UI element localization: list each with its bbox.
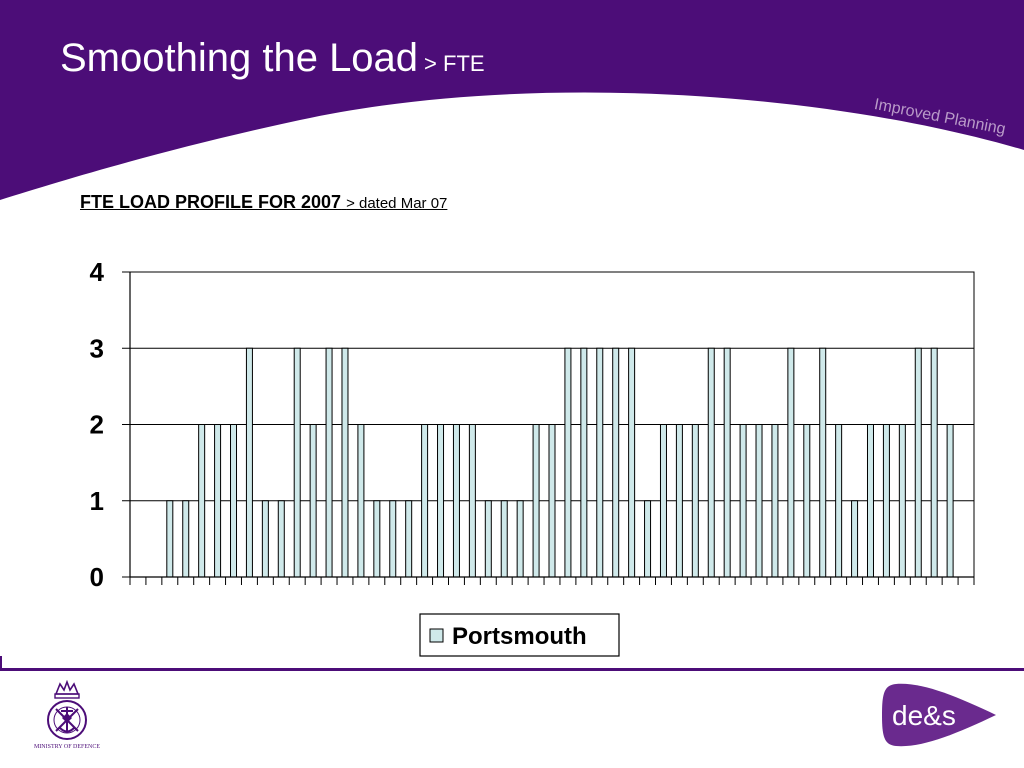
y-tick-labels: 0 1 2 3 4: [90, 257, 105, 592]
bar: [691, 424, 699, 578]
bar: [293, 347, 301, 578]
bar: [612, 347, 620, 578]
slide-title: Smoothing the Load > FTE: [60, 38, 485, 78]
y-tick-label: 4: [90, 257, 105, 287]
bar: [580, 347, 588, 578]
crest-caption: MINISTRY OF DEFENCE: [33, 744, 101, 750]
bar: [500, 500, 508, 578]
y-tick-label: 3: [90, 333, 104, 363]
bar: [182, 500, 190, 578]
y-tick-label: 2: [90, 410, 104, 440]
bar: [277, 500, 285, 578]
bar: [628, 347, 636, 578]
banner-shape: [0, 0, 1024, 200]
chart-heading: FTE LOAD PROFILE FOR 2007 > dated Mar 07: [80, 192, 447, 213]
bar: [946, 424, 954, 578]
bar: [325, 347, 333, 578]
bar: [675, 424, 683, 578]
bar: [914, 347, 922, 578]
footer-rule: [0, 668, 1024, 671]
bar: [357, 424, 365, 578]
bar: [644, 500, 652, 578]
bar: [516, 500, 524, 578]
bar: [166, 500, 174, 578]
bar: [930, 347, 938, 578]
bar: [341, 347, 349, 578]
bar: [707, 347, 715, 578]
bar: [309, 424, 317, 578]
legend-label: Portsmouth: [452, 623, 587, 650]
bar: [898, 424, 906, 578]
fte-load-chart: 0 1 2 3 4 Portsmouth: [90, 257, 975, 657]
bar: [421, 424, 429, 578]
bar: [819, 347, 827, 578]
bar: [452, 424, 460, 578]
header-banner: [0, 0, 1024, 200]
des-logo-text: de&s: [892, 700, 956, 731]
bar: [484, 500, 492, 578]
bar: [405, 500, 413, 578]
y-tick-label: 0: [90, 562, 104, 592]
footer-tick: [0, 656, 2, 668]
bar: [230, 424, 238, 578]
bar: [771, 424, 779, 578]
bar: [755, 424, 763, 578]
bar: [866, 424, 874, 578]
chart-heading-suffix: > dated Mar 07: [346, 195, 448, 212]
bar: [596, 347, 604, 578]
bar: [723, 347, 731, 578]
bar: [245, 347, 253, 578]
bar: [198, 424, 206, 578]
bar: [437, 424, 445, 578]
bar: [739, 424, 747, 578]
des-logo: de&s: [882, 683, 996, 747]
bar: [803, 424, 811, 578]
legend: Portsmouth: [419, 613, 620, 657]
bar: [851, 500, 859, 578]
mod-crest-icon: [47, 680, 87, 740]
axes: [122, 271, 975, 585]
bar: [659, 424, 667, 578]
legend-frame: [419, 613, 620, 657]
bar: [835, 424, 843, 578]
y-tick-label: 1: [90, 486, 104, 516]
bar: [548, 424, 556, 578]
bar: [532, 424, 540, 578]
bars: [166, 347, 954, 578]
bar: [468, 424, 476, 578]
bar: [564, 347, 572, 578]
bar: [373, 500, 381, 578]
bar: [882, 424, 890, 578]
bar: [787, 347, 795, 578]
legend-swatch: [429, 628, 444, 643]
bar: [389, 500, 397, 578]
slide-title-main: Smoothing the Load: [60, 36, 419, 80]
chart-heading-main: FTE LOAD PROFILE FOR 2007: [80, 192, 342, 212]
slide-title-suffix: > FTE: [424, 51, 485, 76]
bar: [261, 500, 269, 578]
bar: [214, 424, 222, 578]
